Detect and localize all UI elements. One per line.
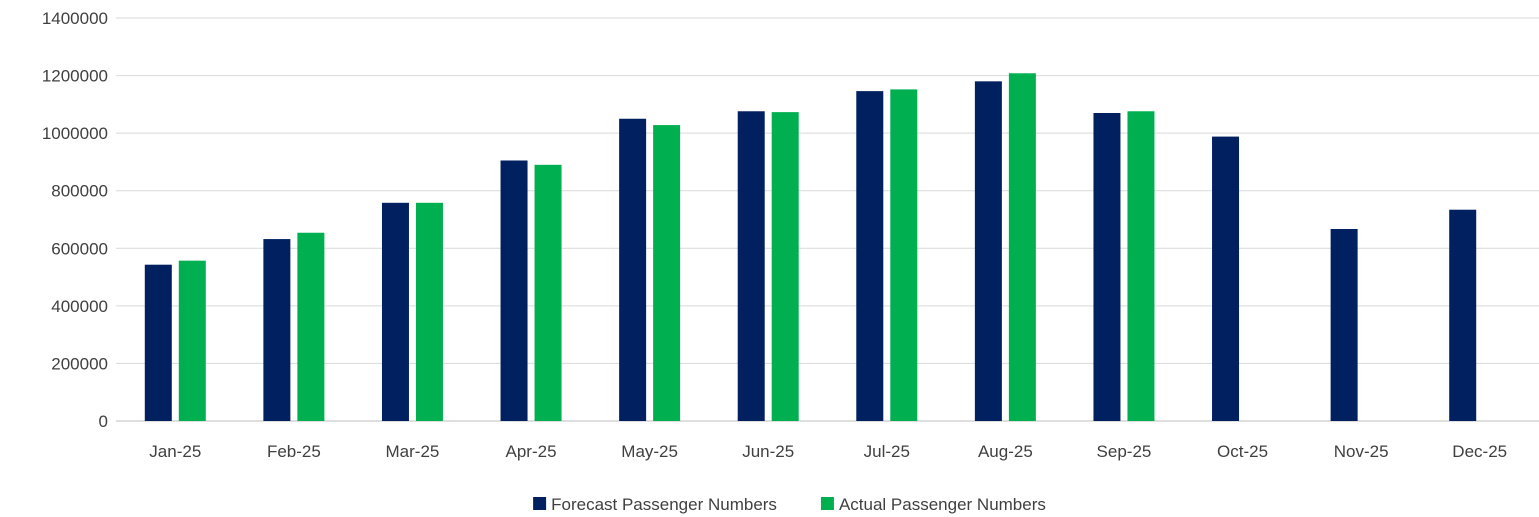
- legend-swatch: [533, 497, 547, 510]
- x-tick-label: Aug-25: [978, 442, 1033, 461]
- x-tick-label: Jan-25: [149, 442, 201, 461]
- bar-actual: [178, 260, 206, 421]
- y-tick-label: 400000: [51, 297, 108, 316]
- x-tick-label: May-25: [621, 442, 678, 461]
- legend-item: Actual Passenger Numbers: [820, 495, 1046, 514]
- bar-forecast: [1330, 228, 1358, 421]
- x-tick-label: Mar-25: [386, 442, 440, 461]
- legend-label: Forecast Passenger Numbers: [551, 495, 777, 514]
- y-tick-label: 1200000: [42, 67, 108, 86]
- bar-actual: [415, 202, 443, 421]
- legend-label: Actual Passenger Numbers: [839, 495, 1046, 514]
- bar-actual: [297, 232, 325, 421]
- bar-actual: [653, 125, 681, 421]
- bar-actual: [1127, 111, 1155, 421]
- legend: Forecast Passenger Numbers Actual Passeng…: [533, 495, 1046, 514]
- y-tick-label: 200000: [51, 354, 108, 373]
- x-tick-label: Jun-25: [742, 442, 794, 461]
- x-tick-label: Nov-25: [1334, 442, 1389, 461]
- bar-actual: [771, 112, 799, 422]
- bar-forecast: [974, 81, 1002, 421]
- y-tick-label: 800000: [51, 182, 108, 201]
- bar-forecast: [737, 111, 765, 421]
- bar-forecast: [1449, 209, 1477, 421]
- gridlines: [116, 17, 1539, 422]
- bar-forecast: [381, 202, 409, 421]
- y-tick-label: 600000: [51, 239, 108, 258]
- x-tick-label: Sep-25: [1097, 442, 1152, 461]
- bar-forecast: [619, 118, 647, 421]
- x-tick-label: Oct-25: [1217, 442, 1268, 461]
- bar-forecast: [263, 239, 291, 421]
- x-tick-label: Feb-25: [267, 442, 321, 461]
- bar-forecast: [856, 91, 884, 421]
- bar-forecast: [500, 160, 528, 421]
- x-tick-label: Apr-25: [506, 442, 557, 461]
- x-tick-label: Dec-25: [1452, 442, 1507, 461]
- y-axis: 0 200000 400000 600000 800000 1000000 1200000 1…: [42, 9, 108, 431]
- legend-swatch: [820, 497, 834, 510]
- y-tick-label: 1400000: [42, 9, 108, 28]
- bar-actual: [890, 89, 918, 421]
- legend-item: Forecast Passenger Numbers: [533, 495, 777, 514]
- y-tick-label: 0: [99, 412, 108, 431]
- bar-actual: [1008, 73, 1036, 422]
- x-axis: Jan-25 Feb-25 Mar-25 Apr-25 May-25 Jun-25 Jul-…: [149, 442, 1507, 461]
- bar-forecast: [1212, 136, 1240, 421]
- bar-forecast: [144, 264, 172, 421]
- x-tick-label: Jul-25: [864, 442, 910, 461]
- y-tick-label: 1000000: [42, 124, 108, 143]
- bar-forecast: [1093, 112, 1121, 421]
- bars: [144, 73, 1477, 422]
- bar-actual: [534, 164, 562, 422]
